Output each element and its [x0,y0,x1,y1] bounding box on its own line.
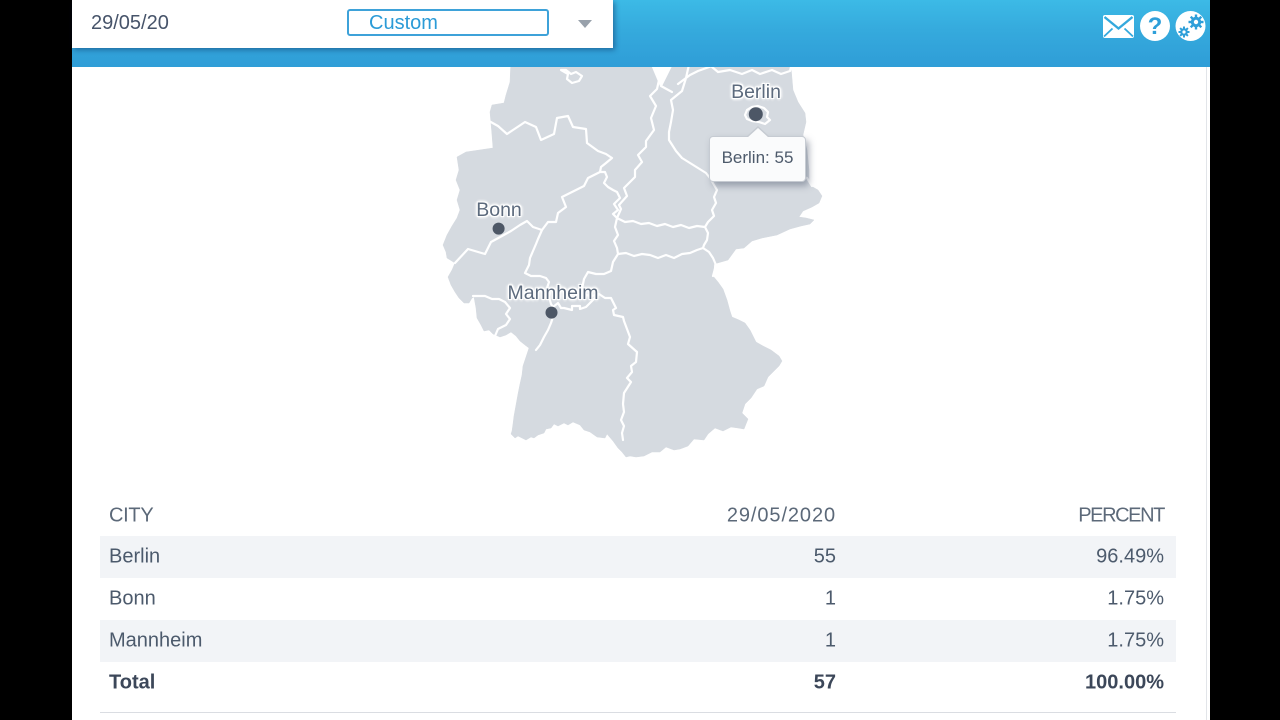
svg-text:?: ? [1148,13,1163,40]
